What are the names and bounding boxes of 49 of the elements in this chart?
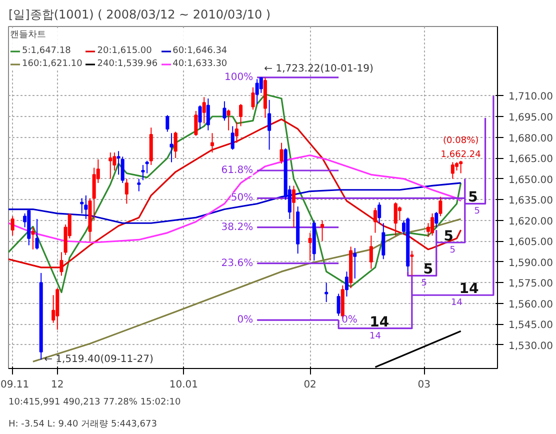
- legend-label: 160:1,621.10: [22, 59, 82, 69]
- annotation: 5: [421, 278, 428, 289]
- y-tick-label: 1,635.00: [508, 196, 554, 207]
- legend-label: 60:1,646.34: [172, 46, 228, 56]
- annotation: 5: [423, 262, 434, 278]
- y-tick-label: 1,590.00: [508, 258, 554, 269]
- legend-title: 캔들차트: [10, 29, 47, 41]
- annotation: ← 1,723.22(10-01-19): [264, 63, 374, 74]
- x-tick-label: 03: [418, 380, 431, 390]
- annotation: 14: [370, 331, 382, 342]
- chart-title: [일]종합(1001) ( 2008/03/12 ~ 2010/03/10 ): [8, 8, 271, 22]
- x-tick-label: 10.01: [169, 380, 198, 390]
- series-label: 100%: [224, 72, 254, 83]
- y-tick-label: 1,560.00: [508, 299, 554, 310]
- y-tick-label: 1,545.00: [508, 320, 554, 332]
- x-tick-label: 09.11: [0, 380, 30, 390]
- series-label: 50%: [230, 192, 254, 204]
- text: H: -3.54 L: 9.40 거래량 5:443,673: [8, 420, 157, 430]
- annotation: ← 1,519.40(09-11-27): [44, 354, 154, 366]
- series-label: 38.2%: [221, 222, 254, 233]
- series-label: 23.6%: [221, 258, 254, 269]
- y-tick-label: 1,605.00: [508, 237, 554, 248]
- legend-label: 5:1,647.18: [22, 46, 71, 56]
- x-tick-label: 12: [51, 380, 64, 390]
- legend-label: 40:1,633.30: [172, 59, 228, 69]
- series-label: 0%: [237, 314, 254, 326]
- annotation: 14: [459, 281, 479, 298]
- annotation: 5: [468, 190, 478, 206]
- annotation: 5: [474, 206, 480, 217]
- annotation: 14: [370, 314, 390, 330]
- annotation: 5: [450, 246, 456, 256]
- annotation: 1,662.24: [440, 150, 482, 160]
- legend-label: 20:1,615.00: [97, 46, 152, 56]
- x-tick-label: 02: [304, 380, 316, 390]
- series-label: 61.8%: [221, 165, 254, 176]
- annotation: 5: [444, 228, 454, 244]
- y-tick-label: 1,665.00: [508, 154, 554, 166]
- y-tick-label: 1,620.00: [508, 216, 554, 228]
- annotation: (0.08%): [443, 136, 479, 146]
- y-tick-label: 1,575.00: [508, 278, 554, 290]
- y-tick-label: 1,530.00: [508, 340, 554, 352]
- y-tick-label: 1,695.00: [508, 112, 554, 124]
- text: 10:415,991 490,213 77.28% 15:02:10: [8, 398, 181, 408]
- y-tick-label: 1,680.00: [508, 133, 554, 144]
- legend-label: 240:1,539.96: [97, 59, 158, 69]
- y-tick-label: 1,710.00: [508, 92, 554, 103]
- annotation: 14: [451, 298, 463, 308]
- y-tick-label: 1,650.00: [508, 174, 554, 186]
- annotation: 0%: [342, 314, 358, 326]
